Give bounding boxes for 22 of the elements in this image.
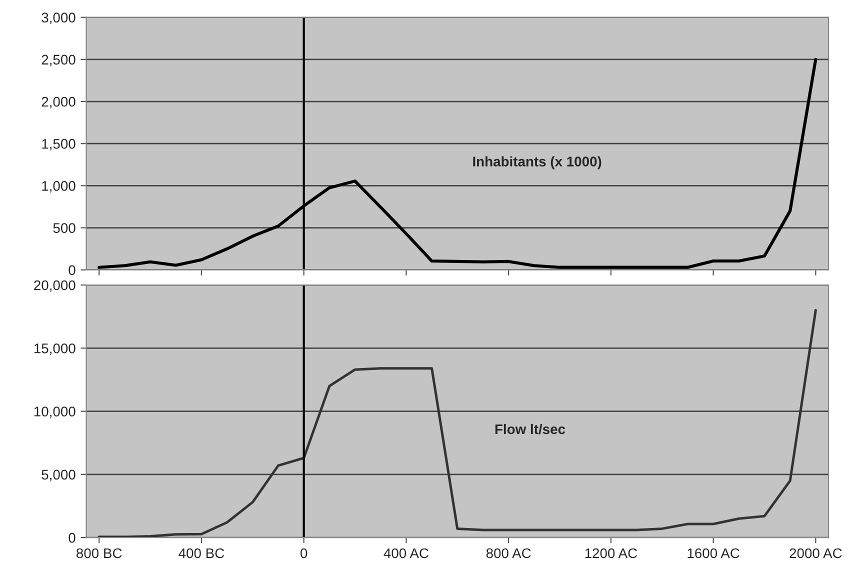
x-tick-label: 800 BC: [76, 548, 122, 558]
y-tick-label: 2,000: [42, 96, 76, 108]
x-tick-label: 1200 AC: [585, 548, 638, 558]
y-tick-label: 20,000: [34, 280, 76, 292]
x-tick-label: 400 BC: [178, 548, 224, 558]
y-tick-label: 10,000: [34, 406, 76, 418]
x-tick-label: 400 AC: [384, 548, 428, 558]
x-tick-label: 1600 AC: [688, 548, 740, 558]
y-tick-label: 1,000: [42, 181, 76, 192]
annotation: Inhabitants (x 1000): [473, 156, 602, 170]
y-tick-label: 5,000: [42, 470, 76, 482]
y-tick-label: 3,000: [42, 12, 76, 24]
y-tick-label: 0: [68, 265, 76, 276]
y-tick-label: 15,000: [34, 343, 76, 355]
x-tick-label: 2000 AC: [790, 548, 842, 558]
y-tick-label: 1,500: [42, 138, 76, 150]
x-tick-label: 800 AC: [486, 548, 531, 558]
y-tick-label: 2,500: [42, 54, 76, 66]
y-tick-label: 500: [53, 223, 76, 233]
y-tick-label: 0: [68, 532, 76, 543]
x-tick-label: 0: [300, 548, 308, 558]
annotation: Flow lt/sec: [495, 424, 566, 434]
